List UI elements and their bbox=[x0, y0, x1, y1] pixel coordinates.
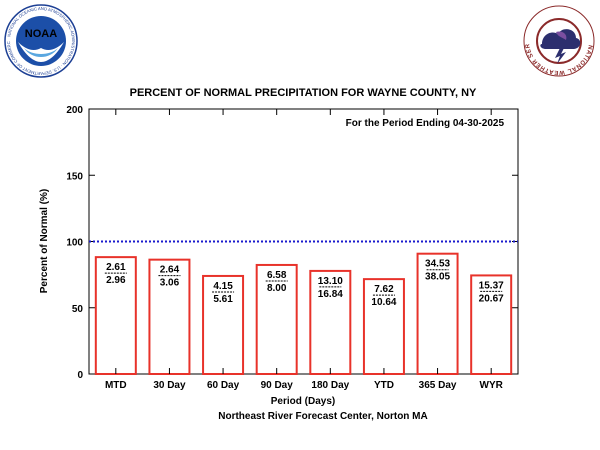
normal-label: 38.05 bbox=[425, 272, 450, 283]
normal-label: 20.67 bbox=[479, 293, 504, 304]
y-tick-label: 200 bbox=[66, 105, 83, 116]
chart-footer: Northeast River Forecast Center, Norton … bbox=[218, 411, 428, 422]
observed-label: 6.58 bbox=[267, 270, 287, 281]
bar-4 bbox=[309, 269, 352, 376]
bar-1 bbox=[148, 258, 191, 375]
x-tick-label: WYR bbox=[480, 380, 504, 391]
x-tick-label: 60 Day bbox=[207, 380, 240, 391]
x-tick-label: 365 Day bbox=[419, 380, 457, 391]
normal-label: 8.00 bbox=[267, 283, 287, 294]
nws-logo: NATIONAL WEATHER SERVICE bbox=[520, 0, 596, 78]
observed-label: 2.64 bbox=[160, 265, 180, 276]
chart-subtitle: For the Period Ending 04-30-2025 bbox=[346, 118, 505, 129]
chart-title: PERCENT OF NORMAL PRECIPITATION FOR WAYN… bbox=[130, 87, 477, 99]
y-tick-label: 50 bbox=[72, 304, 84, 315]
normal-label: 10.64 bbox=[371, 297, 396, 308]
bar-6 bbox=[416, 252, 459, 375]
x-tick-label: 90 Day bbox=[261, 380, 294, 391]
y-tick-label: 100 bbox=[66, 238, 83, 249]
noaa-wordmark: NOAA bbox=[25, 28, 57, 40]
normal-label: 16.84 bbox=[318, 289, 343, 300]
observed-label: 34.53 bbox=[425, 259, 450, 270]
normal-label: 5.61 bbox=[213, 294, 233, 305]
x-tick-label: 180 Day bbox=[311, 380, 349, 391]
observed-label: 13.10 bbox=[318, 276, 343, 287]
x-tick-label: MTD bbox=[105, 380, 127, 391]
observed-label: 15.37 bbox=[479, 280, 504, 291]
observed-label: 7.62 bbox=[374, 284, 394, 295]
y-tick-label: 0 bbox=[77, 370, 83, 381]
x-tick-label: 30 Day bbox=[153, 380, 186, 391]
y-axis-label: Percent of Normal (%) bbox=[39, 189, 50, 293]
normal-label: 2.96 bbox=[106, 275, 126, 286]
bar-0 bbox=[94, 256, 137, 376]
bars: 2.61 2.96 2.64 3.06 4.15 5.61 6.58 8.00 13.10 16.… bbox=[94, 252, 513, 376]
noaa-logo: NOAA NATIONAL OCEANIC AND ATMOSPHERIC AD… bbox=[3, 0, 78, 78]
x-axis-label: Period (Days) bbox=[271, 396, 335, 407]
observed-label: 4.15 bbox=[213, 281, 233, 292]
y-tick-label: 150 bbox=[66, 171, 83, 182]
x-tick-label: YTD bbox=[374, 380, 394, 391]
observed-label: 2.61 bbox=[106, 262, 126, 273]
normal-label: 3.06 bbox=[160, 278, 180, 289]
x-axis: MTD 30 Day 60 Day 90 Day 180 Day YTD 365 Day WY… bbox=[105, 109, 504, 391]
